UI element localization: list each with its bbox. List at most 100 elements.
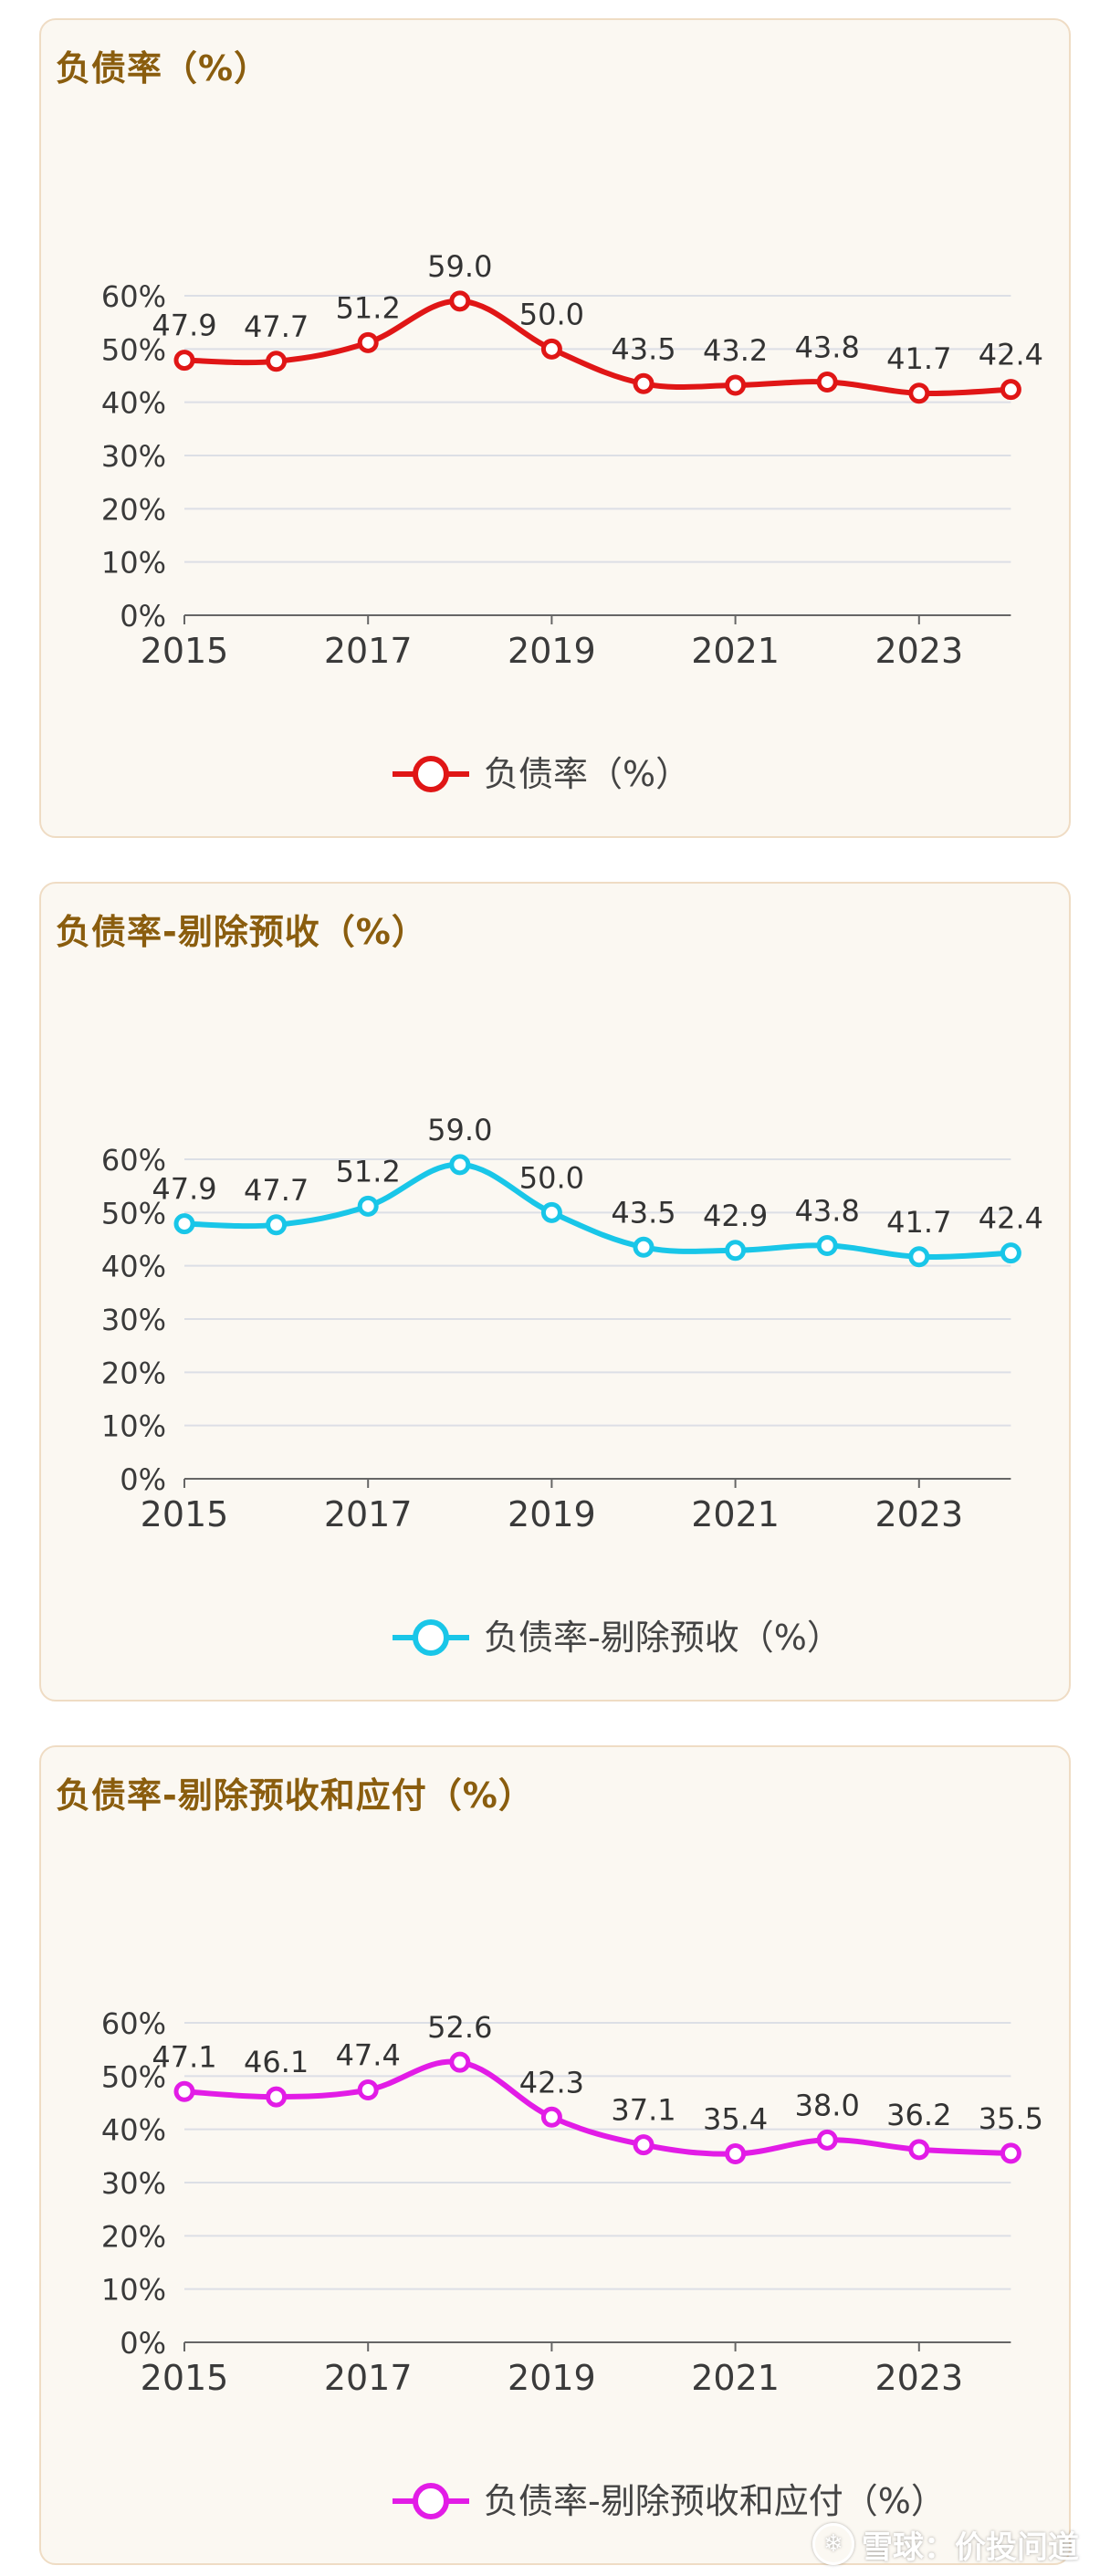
data-label: 42.4 bbox=[979, 1201, 1043, 1236]
data-point bbox=[725, 2143, 747, 2164]
y-tick-label: 0% bbox=[120, 2326, 166, 2361]
data-point bbox=[908, 382, 930, 404]
data-point bbox=[173, 350, 195, 372]
data-point bbox=[449, 290, 471, 312]
data-point bbox=[908, 1246, 930, 1268]
y-tick-label: 10% bbox=[101, 546, 166, 581]
data-point bbox=[540, 338, 562, 360]
series-line bbox=[183, 1161, 1011, 1261]
data-label: 43.5 bbox=[611, 331, 675, 366]
x-tick-label: 2021 bbox=[691, 2358, 780, 2398]
data-point bbox=[633, 1236, 654, 1258]
data-label: 59.0 bbox=[427, 1113, 492, 1147]
data-label: 47.9 bbox=[152, 309, 216, 343]
data-label: 42.9 bbox=[703, 1199, 768, 1233]
legend-label: 负债率-剔除预收和应付（%） bbox=[484, 2481, 946, 2521]
data-point bbox=[266, 2086, 288, 2108]
y-tick-label: 0% bbox=[120, 599, 166, 634]
chart-panel-debt-ratio-ex-advance-payable: 负债率-剔除预收和应付（%） 0% 10% 20% 30% 40% 50% 60% 2015 2… bbox=[39, 1745, 1071, 2565]
data-label: 47.1 bbox=[152, 2039, 216, 2074]
y-tick-label: 60% bbox=[101, 2006, 166, 2041]
data-label: 35.4 bbox=[703, 2102, 768, 2137]
data-point bbox=[725, 1240, 747, 1262]
x-tick-label: 2017 bbox=[324, 631, 413, 671]
y-tick-label: 50% bbox=[101, 332, 166, 367]
y-tick-label: 50% bbox=[101, 2059, 166, 2094]
data-label: 50.0 bbox=[519, 1160, 584, 1195]
data-point bbox=[449, 1154, 471, 1176]
data-point bbox=[908, 2139, 930, 2161]
x-tick-label: 2015 bbox=[141, 2358, 229, 2398]
data-point bbox=[725, 374, 747, 396]
data-point bbox=[357, 331, 379, 353]
data-point bbox=[266, 351, 288, 372]
y-tick-label: 60% bbox=[101, 279, 166, 314]
snowball-logo-icon: ❄ bbox=[812, 2523, 854, 2565]
x-tick-label: 2019 bbox=[508, 2358, 596, 2398]
chart-title: 负债率（%） bbox=[56, 48, 270, 89]
legend-label: 负债率（%） bbox=[484, 754, 690, 794]
y-tick-label: 20% bbox=[101, 2219, 166, 2254]
data-point bbox=[357, 1195, 379, 1217]
x-tick-label: 2017 bbox=[324, 2358, 413, 2398]
y-tick-label: 50% bbox=[101, 1196, 166, 1230]
data-point bbox=[266, 1214, 288, 1236]
x-tick-label: 2023 bbox=[874, 2358, 963, 2398]
x-tick-label: 2021 bbox=[691, 631, 780, 671]
x-tick-label: 2015 bbox=[141, 631, 229, 671]
chart-title: 负债率-剔除预收和应付（%） bbox=[56, 1775, 534, 1816]
data-label: 46.1 bbox=[244, 2045, 309, 2079]
series-line bbox=[183, 2058, 1011, 2157]
data-label: 50.0 bbox=[519, 297, 584, 331]
line-chart: 0% 10% 20% 30% 40% 50% 60% 2015 2017 2019 2021 2023… bbox=[101, 1113, 1043, 1658]
data-label: 47.7 bbox=[244, 309, 309, 344]
legend-marker-icon bbox=[413, 756, 449, 792]
data-point bbox=[816, 1235, 838, 1256]
data-label: 52.6 bbox=[427, 2010, 492, 2045]
chart-title: 负债率-剔除预收（%） bbox=[56, 912, 427, 952]
data-point bbox=[540, 2106, 562, 2128]
line-chart: 0% 10% 20% 30% 40% 50% 60% 2015 2017 2019 2021 2023… bbox=[101, 2006, 1043, 2521]
data-point bbox=[816, 2129, 838, 2151]
x-tick-label: 2023 bbox=[874, 631, 963, 671]
data-label: 35.5 bbox=[979, 2101, 1043, 2136]
data-label: 43.2 bbox=[703, 333, 768, 368]
x-tick-label: 2019 bbox=[508, 1494, 596, 1534]
data-point bbox=[173, 2080, 195, 2102]
y-tick-label: 20% bbox=[101, 492, 166, 527]
data-label: 51.2 bbox=[336, 1154, 401, 1189]
data-label: 47.9 bbox=[152, 1172, 216, 1207]
data-point bbox=[1000, 1242, 1021, 1264]
chart-panel-debt-ratio: 负债率（%） 0% 10% 20% 30% 40% 50% 60% 2015 2017 2019 2… bbox=[39, 18, 1071, 838]
y-tick-label: 10% bbox=[101, 2273, 166, 2308]
data-point bbox=[633, 372, 654, 394]
legend-marker-icon bbox=[413, 1619, 449, 1656]
data-label: 47.4 bbox=[336, 2038, 401, 2073]
x-tick-label: 2015 bbox=[141, 1494, 229, 1534]
legend-label: 负债率-剔除预收（%） bbox=[484, 1618, 842, 1658]
watermark-text: 雪球：价投问道 bbox=[862, 2529, 1079, 2566]
y-tick-label: 40% bbox=[101, 386, 166, 421]
data-label: 43.5 bbox=[611, 1195, 675, 1230]
data-label: 37.1 bbox=[611, 2093, 675, 2128]
data-label: 43.8 bbox=[795, 330, 860, 365]
data-label: 38.0 bbox=[795, 2088, 860, 2122]
data-label: 47.7 bbox=[244, 1173, 309, 1208]
legend-marker-icon bbox=[413, 2483, 449, 2519]
y-tick-label: 30% bbox=[101, 439, 166, 474]
data-point bbox=[449, 2051, 471, 2073]
data-label: 41.7 bbox=[886, 341, 951, 376]
x-tick-label: 2021 bbox=[691, 1494, 780, 1534]
data-label: 51.2 bbox=[336, 290, 401, 325]
data-label: 36.2 bbox=[886, 2098, 951, 2132]
data-point bbox=[357, 2079, 379, 2100]
data-point bbox=[540, 1201, 562, 1223]
data-point bbox=[816, 372, 838, 393]
y-tick-label: 40% bbox=[101, 2113, 166, 2148]
data-label: 43.8 bbox=[795, 1194, 860, 1229]
y-tick-label: 0% bbox=[120, 1462, 166, 1497]
y-tick-label: 60% bbox=[101, 1143, 166, 1178]
data-point bbox=[1000, 379, 1021, 401]
x-tick-label: 2017 bbox=[324, 1494, 413, 1534]
y-tick-label: 30% bbox=[101, 1303, 166, 1337]
